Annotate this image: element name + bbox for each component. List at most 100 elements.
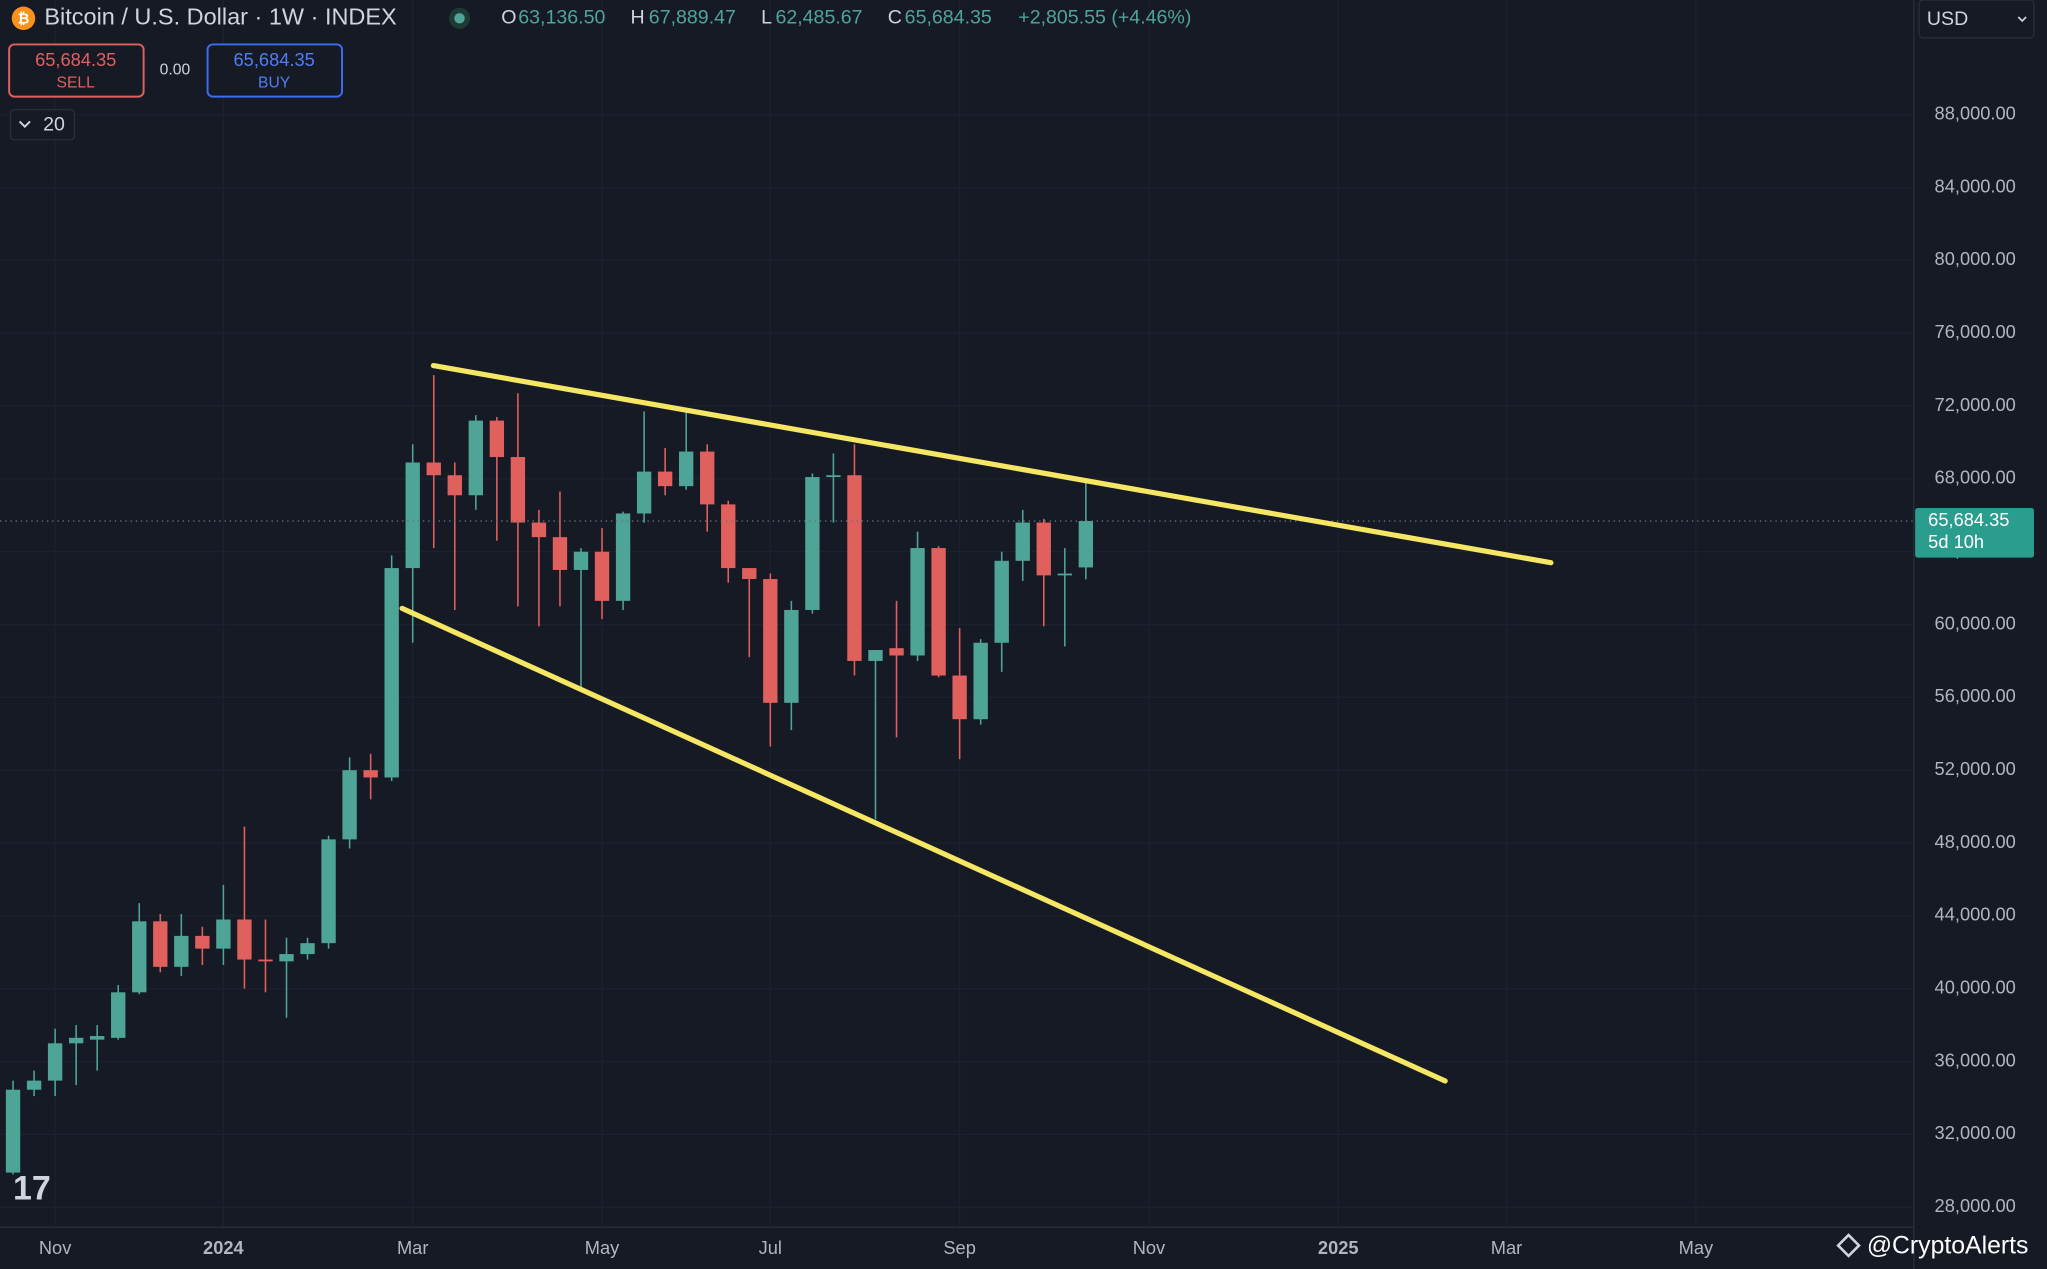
ohlc-value: 67,889.47	[649, 6, 736, 28]
buy-button-box[interactable]	[206, 43, 344, 98]
ohlc-key: L	[761, 6, 772, 28]
buy-button[interactable]: 65,684.35 BUY	[206, 43, 344, 98]
sell-price[interactable]: 65,684.35	[35, 49, 116, 70]
candle-body	[636, 471, 652, 514]
candle-body	[405, 462, 420, 569]
y-tick-label: 48,000.00	[1935, 831, 2016, 852]
chevron[interactable]	[18, 120, 31, 129]
candle-body	[826, 475, 841, 478]
candle-body	[700, 451, 715, 505]
candle-body	[68, 1037, 84, 1044]
x-tick-label: 2024	[203, 1237, 244, 1258]
candle-body	[931, 548, 946, 676]
currency-box[interactable]	[1918, 0, 2035, 39]
trend-line-upper	[430, 362, 1554, 566]
y-tick-label: 60,000.00	[1935, 612, 2016, 633]
watermark-icon	[1836, 1233, 1861, 1258]
countdown: 5d 10h	[1928, 531, 1984, 552]
candle-body	[47, 1043, 63, 1081]
candle-body	[321, 839, 336, 944]
x-tick-label: Mar	[1491, 1237, 1522, 1258]
ohlc-value: 62,485.67	[775, 6, 862, 28]
candle-body	[910, 548, 925, 656]
candle-body	[90, 1036, 105, 1040]
candle-body	[594, 551, 610, 601]
candle-body	[111, 992, 126, 1038]
x-tick-label: May	[585, 1237, 620, 1258]
y-tick-label: 44,000.00	[1935, 904, 2016, 925]
candle-body	[952, 675, 967, 720]
candle-body	[195, 935, 210, 949]
buy-price[interactable]: 65,684.35	[234, 49, 315, 70]
chevron[interactable]	[2017, 16, 2027, 23]
candle-body	[26, 1080, 42, 1090]
axes: 28,000.00 32,000.00 36,000.00 40,000.00 44,0…	[39, 103, 2034, 1258]
watermark: @CryptoAlerts	[1867, 1232, 2029, 1259]
candle-body	[847, 475, 862, 661]
candle-body	[763, 579, 778, 703]
candle-body	[363, 770, 378, 778]
candle-body	[1015, 522, 1030, 561]
grid	[0, 0, 1913, 1227]
sell-button[interactable]: 65,684.35 SELL	[8, 43, 145, 98]
candle-body	[1036, 522, 1051, 576]
currency[interactable]: USD	[1927, 8, 1968, 30]
candle-body	[721, 504, 736, 569]
candle-body	[742, 568, 757, 580]
y-tick-label: 76,000.00	[1935, 321, 2016, 342]
candle-body	[657, 471, 673, 487]
candle-body	[342, 770, 357, 840]
y-tick-label: 80,000.00	[1935, 248, 2016, 269]
candle-body	[573, 551, 589, 570]
ohlc-key: O	[501, 6, 516, 28]
x-tick-label: Nov	[39, 1237, 72, 1258]
candle-body	[889, 648, 904, 656]
candle-body	[1078, 521, 1094, 568]
candle-body	[973, 642, 988, 720]
candle-body	[426, 462, 441, 476]
ohlc-key: H	[631, 6, 645, 28]
candle-body	[279, 954, 294, 962]
candle-body	[216, 919, 231, 949]
candle-body	[615, 513, 631, 601]
sell-label[interactable]: SELL	[57, 75, 96, 92]
y-tick-label: 84,000.00	[1935, 175, 2016, 196]
buy-label[interactable]: BUY	[258, 75, 291, 92]
y-tick-label: 72,000.00	[1935, 394, 2016, 415]
candle-body	[531, 522, 547, 538]
sell-button-box[interactable]	[8, 43, 145, 98]
y-tick-label: 32,000.00	[1935, 1122, 2016, 1143]
candles	[0, 375, 1913, 1175]
symbol-title: Bitcoin / U.S. Dollar · 1W · INDEX	[44, 4, 397, 30]
ohlc-key: C	[888, 6, 902, 28]
x-tick-label: May	[1679, 1237, 1714, 1258]
candle-body	[384, 568, 399, 778]
candle-body	[447, 475, 462, 496]
y-tick-label: 68,000.00	[1935, 467, 2016, 488]
last-price-label: 65,684.35	[1928, 509, 2009, 530]
candle-body	[805, 477, 820, 610]
candle-body	[132, 921, 147, 993]
indicator-toggle[interactable]: 20	[9, 109, 76, 141]
candle-body	[868, 650, 883, 661]
y-tick-label: 52,000.00	[1935, 758, 2016, 779]
candle-body	[510, 457, 526, 523]
candle-body	[994, 560, 1009, 643]
candle-body	[678, 451, 694, 487]
x-tick-label: Sep	[943, 1237, 976, 1258]
y-tick-label: 40,000.00	[1935, 977, 2016, 998]
btc-icon	[11, 6, 36, 31]
currency-select[interactable]: USD	[1918, 0, 2035, 39]
indicator-toggle-box[interactable]	[9, 109, 76, 141]
spread: 0.00	[160, 62, 191, 79]
x-tick-label: Nov	[1133, 1237, 1166, 1258]
indicator-count[interactable]: 20	[43, 114, 65, 136]
status-dot	[454, 13, 465, 24]
candle-body	[300, 943, 315, 955]
change: +2,805.55 (+4.46%)	[1018, 6, 1191, 28]
y-tick-label: 88,000.00	[1935, 103, 2016, 124]
candle-body	[258, 959, 273, 962]
candle-body	[784, 609, 799, 703]
